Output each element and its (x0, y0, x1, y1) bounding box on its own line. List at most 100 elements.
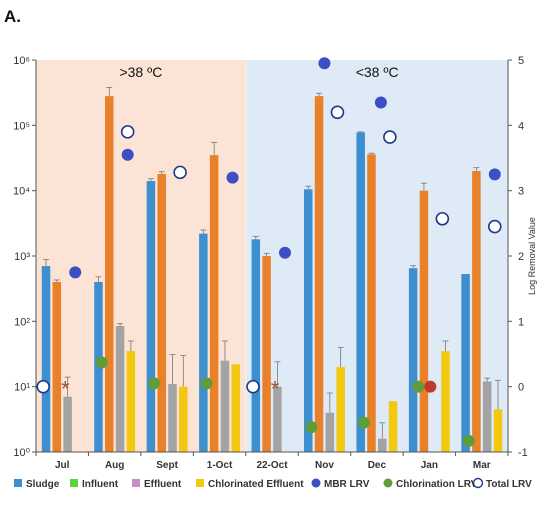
y2-tick-label-6: 5 (518, 55, 524, 67)
x-tick-label-aug: Aug (105, 460, 124, 471)
y-tick-label-4: 10⁴ (13, 186, 30, 198)
marker-mbr-lrv-22-oct (279, 246, 291, 259)
marker-chlorination-lrv-1-oct (200, 377, 213, 390)
bar-sludge-jul (41, 266, 51, 452)
marker-highlight-jan (424, 380, 437, 393)
x-tick-label-jul: Jul (55, 460, 70, 471)
marker-mbr-lrv-mar (488, 168, 501, 181)
y2-tick-label-3: 2 (518, 251, 524, 263)
marker-total-lrv-jul (36, 379, 51, 394)
bar-influent-sept (157, 173, 166, 452)
y2-axis-label: Log Removal Value (527, 217, 537, 295)
marker-mbr-lrv-dec (374, 96, 387, 109)
legend-label-influent: Influent (82, 479, 119, 490)
y-tick-label-5: 10⁵ (13, 120, 30, 132)
marker-chlorination-lrv-nov (305, 421, 318, 434)
annotation-asterisk-22-oct: * (271, 377, 280, 402)
bar-chlorinated-effluent-nov (336, 366, 345, 452)
marker-mbr-lrv-1-oct (226, 171, 239, 184)
y-tick-label-1: 10¹ (14, 382, 30, 394)
bar-sludge-22-oct (251, 239, 261, 452)
panel-label: A. (4, 7, 21, 26)
x-tick-label-mar: Mar (473, 460, 491, 471)
marker-chlorination-lrv-jan (412, 380, 425, 393)
bar-effluent-mar (482, 381, 492, 452)
x-tick-label-nov: Nov (315, 460, 334, 471)
bar-influent-1-oct (209, 155, 219, 452)
y-tick-label-2: 10² (14, 316, 30, 328)
y-tick-label-3: 10³ (14, 251, 30, 263)
bar-sludge-jan (408, 268, 418, 452)
legend-swatch-influent (70, 479, 78, 487)
legend-swatch-total-lrv (472, 477, 484, 489)
marker-chlorination-lrv-dec (357, 416, 370, 429)
bar-influent-mar (472, 170, 481, 452)
bar-influent-22-oct (262, 256, 271, 452)
marker-total-lrv-sept (173, 165, 187, 180)
bar-effluent-22-oct (273, 386, 282, 452)
bar-chlorinated-effluent-jan (441, 351, 450, 452)
bar-chlorinated-effluent-sept (179, 386, 188, 452)
legend-label-sludge: Sludge (26, 479, 60, 490)
bar-effluent-1-oct (220, 360, 230, 452)
bar-effluent-dec (378, 438, 387, 452)
bar-chlorinated-effluent-1-oct (231, 364, 241, 452)
y-tick-label-0: 10⁰ (13, 447, 30, 459)
bar-influent-nov (314, 96, 324, 452)
marker-mbr-lrv-nov (318, 57, 331, 70)
marker-total-lrv-mar (487, 219, 502, 234)
marker-chlorination-lrv-aug (95, 356, 108, 369)
bar-effluent-nov (325, 412, 335, 452)
bar-influent-dec (367, 154, 376, 452)
legend-swatch-sludge (14, 479, 22, 487)
legend-label-chlorination-lrv: Chlorination LRV (396, 479, 478, 490)
bar-chlorinated-effluent-aug (126, 351, 136, 452)
annotation-asterisk-jul: * (61, 377, 70, 402)
bar-sludge-nov (303, 189, 313, 453)
legend-label-effluent: Effluent (144, 479, 182, 490)
marker-total-lrv-jan (435, 211, 450, 226)
x-tick-label-1-oct: 1-Oct (207, 460, 233, 471)
marker-total-lrv-dec (383, 130, 397, 144)
x-tick-label-22-oct: 22-Oct (256, 460, 288, 471)
legend-label-mbr-lrv: MBR LRV (324, 479, 370, 490)
x-tick-label-dec: Dec (368, 460, 387, 471)
legend-swatch-mbr-lrv (311, 478, 321, 488)
legend: Sludge Influent Effluent Chlorinated Efflue… (14, 477, 532, 490)
legend-swatch-effluent (132, 479, 140, 487)
marker-chlorination-lrv-sept (148, 377, 161, 390)
bar-influent-jul (52, 281, 62, 452)
y-tick-label-6: 10⁶ (13, 55, 30, 67)
y2-tick-label-5: 4 (518, 120, 524, 132)
x-tick-label-sept: Sept (156, 460, 178, 471)
bar-chlorinated-effluent-mar (493, 409, 503, 452)
bar-sludge-mar (461, 274, 470, 452)
bar-effluent-aug (115, 325, 125, 452)
legend-swatch-chlorination-lrv (383, 478, 393, 488)
bar-sludge-sept (146, 181, 156, 452)
bar-influent-jan (419, 190, 429, 452)
bar-effluent-sept (168, 383, 177, 452)
bar-sludge-dec (356, 132, 365, 452)
region-2-label: <38 ºC (356, 64, 399, 80)
bar-influent-aug (105, 96, 114, 452)
region-1-label: >38 ºC (119, 64, 162, 80)
marker-mbr-lrv-aug (121, 148, 134, 161)
bar-effluent-jul (63, 396, 72, 452)
legend-swatch-chlorinated-effluent (196, 479, 204, 487)
legend-label-chlorinated-effluent: Chlorinated Effluent (208, 479, 304, 490)
y2-tick-label-4: 3 (518, 186, 524, 198)
marker-chlorination-lrv-mar (462, 434, 475, 447)
axes: 10⁰ 10¹ 10² 10³ 10⁴ 10⁵ 10⁶ -1 0 1 2 3 4 5 Log Removal… (13, 55, 537, 471)
marker-total-lrv-aug (120, 125, 135, 139)
legend-label-total-lrv: Total LRV (486, 479, 532, 490)
x-tick-label-jan: Jan (421, 460, 438, 471)
marker-total-lrv-nov (330, 105, 345, 120)
marker-mbr-lrv-jul (69, 266, 82, 279)
y2-tick-label-1: 0 (518, 382, 524, 394)
marker-total-lrv-22-oct (246, 379, 260, 394)
bar-chlorinated-effluent-dec (388, 401, 398, 452)
y2-tick-label-0: -1 (518, 447, 528, 459)
bar-sludge-1-oct (199, 233, 208, 452)
y2-tick-label-2: 1 (518, 316, 524, 328)
